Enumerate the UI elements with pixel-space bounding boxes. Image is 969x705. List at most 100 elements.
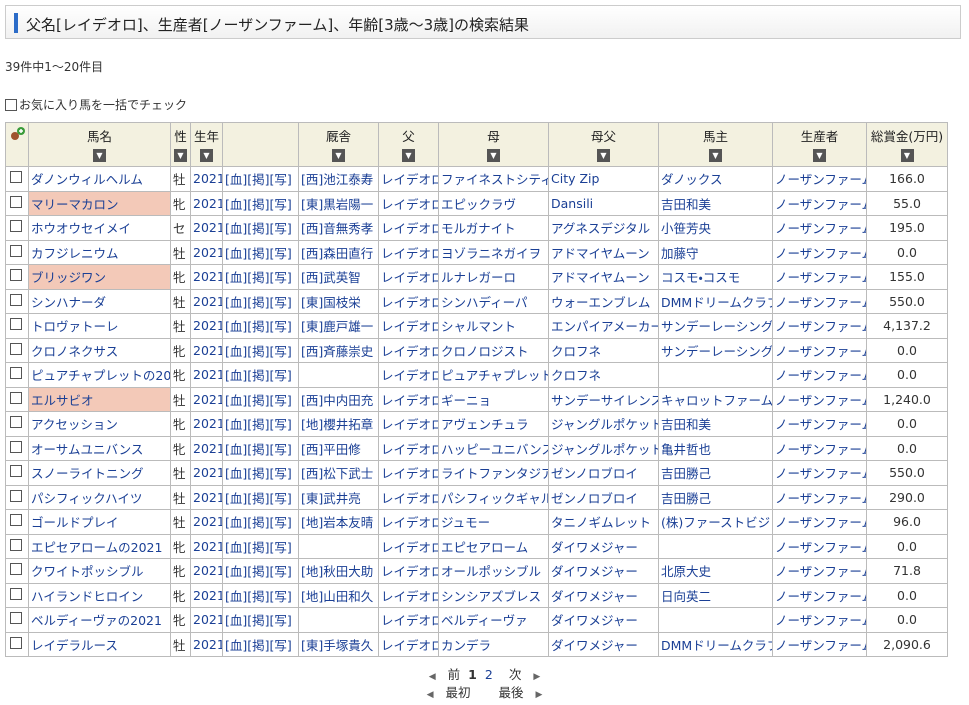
sub-link[interactable]: [写] <box>269 466 292 482</box>
sub-link[interactable]: [写] <box>269 613 292 629</box>
sub-link[interactable]: [血] <box>225 613 248 629</box>
cell-link[interactable]: オーサムユニバンス <box>31 441 144 457</box>
checkbox[interactable] <box>10 538 22 551</box>
checkbox[interactable] <box>10 391 22 404</box>
cell-link[interactable]: [西]平田修 <box>301 441 361 457</box>
sub-link[interactable]: [掲] <box>247 172 270 188</box>
cell-link[interactable]: 2021 <box>193 465 223 481</box>
cell-link[interactable]: [東]国枝栄 <box>301 294 361 310</box>
sort-button[interactable]: ▼ <box>332 149 345 162</box>
cell-link[interactable]: ダイワメジャー <box>551 539 638 555</box>
cell-link[interactable]: 亀井哲也 <box>661 441 712 457</box>
sub-link[interactable]: [掲] <box>247 588 270 604</box>
cell-link[interactable]: シンシアズブレス <box>441 588 542 604</box>
cell-link[interactable]: ライトファンタジア <box>441 466 549 482</box>
cell-link[interactable]: シャルマント <box>441 319 517 335</box>
sub-link[interactable]: [掲] <box>247 368 270 384</box>
check-all[interactable]: お気に入り馬を一括でチェック <box>5 96 187 113</box>
cell-link[interactable]: レイデオロ <box>381 368 439 384</box>
sort-button[interactable]: ▼ <box>813 149 826 162</box>
cell-link[interactable]: [東]鹿戸雄一 <box>301 319 374 335</box>
cell-link[interactable]: ジャングルポケット <box>551 417 659 433</box>
cell-link[interactable]: ダノックス <box>661 172 723 188</box>
cell-link[interactable]: 2021 <box>193 244 223 260</box>
sub-link[interactable]: [掲] <box>247 613 270 629</box>
sub-link[interactable]: [血] <box>225 466 248 482</box>
sub-link[interactable]: [掲] <box>247 392 270 408</box>
sub-link[interactable]: [写] <box>269 417 292 433</box>
sub-link[interactable]: [写] <box>269 172 292 188</box>
checkbox[interactable] <box>10 244 22 257</box>
cell-link[interactable]: Dansili <box>551 195 594 211</box>
sub-link[interactable]: [血] <box>225 270 248 286</box>
cell-link[interactable]: 2021 <box>193 269 223 285</box>
cell-link[interactable]: クワイトポッシブル <box>31 564 144 580</box>
cell-link[interactable]: ギーニョ <box>441 392 492 408</box>
cell-link[interactable]: [東]武井亮 <box>301 490 361 506</box>
cell-link[interactable]: DMMドリームクラブ <box>661 637 773 653</box>
cell-link[interactable]: エピセアローム <box>441 539 529 555</box>
cell-link[interactable]: ノーザンファーム <box>775 245 867 261</box>
checkbox[interactable] <box>5 98 17 111</box>
sub-link[interactable]: [血] <box>225 245 248 261</box>
cell-link[interactable]: ベルディーヴァ <box>441 613 528 629</box>
sub-link[interactable]: [血] <box>225 539 248 555</box>
cell-link[interactable]: [西]池江泰寿 <box>301 172 374 188</box>
cell-link[interactable]: ヨゾラニネガイヲ <box>441 245 542 261</box>
cell-link[interactable]: パシフィックハイツ <box>31 490 143 506</box>
sub-link[interactable]: [掲] <box>247 564 270 580</box>
sub-link[interactable]: [掲] <box>247 466 270 482</box>
sub-link[interactable]: [写] <box>269 539 292 555</box>
sub-link[interactable]: [写] <box>269 368 292 384</box>
cell-link[interactable]: クロノロジスト <box>441 343 529 359</box>
cell-link[interactable]: ノーザンファーム <box>775 539 867 555</box>
cell-link[interactable]: レイデオロ <box>381 515 439 531</box>
cell-link[interactable]: レイデオロ <box>381 294 439 310</box>
sub-link[interactable]: [写] <box>269 270 292 286</box>
sub-link[interactable]: [写] <box>269 343 292 359</box>
cell-link[interactable]: 2021 <box>193 538 223 554</box>
cell-link[interactable]: [西]武英智 <box>301 270 361 286</box>
cell-link[interactable]: シンハディーパ <box>441 294 528 310</box>
sort-button[interactable]: ▼ <box>709 149 722 162</box>
cell-link[interactable]: レイデオロ <box>381 245 439 261</box>
cell-link[interactable]: 北原大史 <box>661 564 712 580</box>
sort-button[interactable]: ▼ <box>487 149 500 162</box>
cell-link[interactable]: エピセアロームの2021 <box>31 539 163 555</box>
cell-link[interactable]: ハイランドヒロイン <box>31 588 144 604</box>
cell-link[interactable]: ノーザンファーム <box>775 221 867 237</box>
cell-link[interactable]: レイデオロ <box>381 392 439 408</box>
cell-link[interactable]: 吉田和美 <box>661 417 712 433</box>
cell-link[interactable]: アヴェンチュラ <box>441 417 529 433</box>
cell-link[interactable]: ブリッジワン <box>31 270 107 286</box>
cell-link[interactable]: 2021 <box>193 318 223 334</box>
checkbox[interactable] <box>10 342 22 355</box>
cell-link[interactable]: ノーザンファーム <box>775 270 867 286</box>
cell-link[interactable]: トロヴァトーレ <box>31 319 119 335</box>
sub-link[interactable]: [写] <box>269 196 292 212</box>
cell-link[interactable]: ノーザンファーム <box>775 368 867 384</box>
sub-link[interactable]: [写] <box>269 294 292 310</box>
cell-link[interactable]: 2021 <box>193 391 223 407</box>
sub-link[interactable]: [血] <box>225 172 248 188</box>
cell-link[interactable]: レイデオロ <box>381 441 439 457</box>
sub-link[interactable]: [血] <box>225 319 248 335</box>
cell-link[interactable]: [西]音無秀孝 <box>301 221 374 237</box>
cell-link[interactable]: 吉田勝己 <box>661 466 712 482</box>
cell-link[interactable]: [地]山田和久 <box>301 588 374 604</box>
cell-link[interactable]: タニノギムレット <box>551 515 652 531</box>
cell-link[interactable]: ダイワメジャー <box>551 613 638 629</box>
cell-link[interactable]: ゼンノロブロイ <box>551 490 638 506</box>
sub-link[interactable]: [血] <box>225 564 248 580</box>
sub-link[interactable]: [写] <box>269 490 292 506</box>
checkbox[interactable] <box>10 612 22 625</box>
cell-link[interactable]: 2021 <box>193 342 223 358</box>
cell-link[interactable]: レイデオロ <box>381 221 439 237</box>
checkbox[interactable] <box>10 318 22 331</box>
sub-link[interactable]: [掲] <box>247 270 270 286</box>
cell-link[interactable]: [地]岩本友晴 <box>301 515 374 531</box>
cell-link[interactable]: ダイワメジャー <box>551 588 638 604</box>
cell-link[interactable]: ファイネストシティ <box>441 172 549 188</box>
cell-link[interactable]: ノーザンファーム <box>775 392 867 408</box>
cell-link[interactable]: [東]手塚貴久 <box>301 637 374 653</box>
